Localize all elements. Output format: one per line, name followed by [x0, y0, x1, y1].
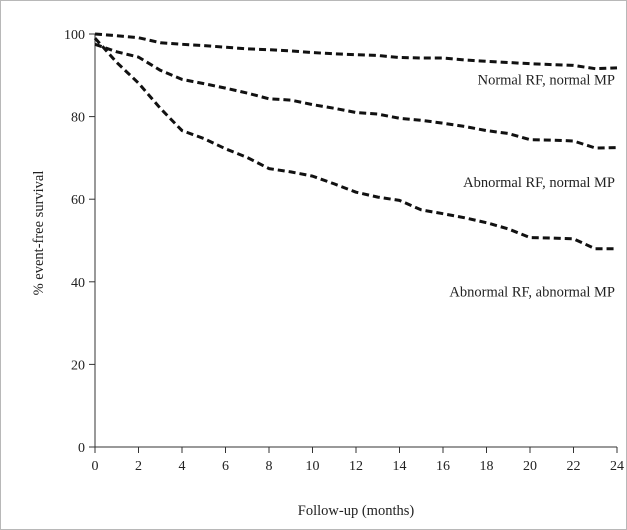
series-line-2: [94, 42, 618, 150]
x-tick-label: 2: [135, 459, 142, 474]
x-tick-label: 12: [349, 459, 363, 474]
x-tick-label: 10: [306, 459, 320, 474]
y-axis-label: % event-free survival: [31, 171, 47, 296]
series-line-1: [94, 32, 618, 71]
series-label-3: Abnormal RF, abnormal MP: [449, 284, 615, 300]
x-tick-label: 24: [610, 459, 624, 474]
x-tick-label: 4: [179, 459, 186, 474]
y-tick-label: 60: [71, 193, 85, 208]
x-tick-label: 8: [266, 459, 273, 474]
x-tick-label: 16: [436, 459, 450, 474]
x-axis-label: Follow-up (months): [298, 503, 415, 519]
series-label-1: Normal RF, normal MP: [478, 72, 615, 88]
series-labels: Normal RF, normal MP Abnormal RF, normal …: [449, 72, 615, 300]
x-tick-label: 22: [567, 459, 581, 474]
series-lines: [93, 32, 618, 251]
y-tick-label: 40: [71, 276, 85, 291]
x-tick-label: 14: [393, 459, 407, 474]
x-tick-label: 20: [523, 459, 537, 474]
series-label-2: Abnormal RF, normal MP: [463, 175, 615, 191]
x-tick-label: 6: [222, 459, 229, 474]
x-tick-label: 18: [480, 459, 494, 474]
y-ticks: 0 20 40 60 80 100: [64, 28, 95, 456]
y-tick-label: 100: [64, 28, 85, 43]
y-tick-label: 20: [71, 358, 85, 373]
x-tick-label: 0: [92, 459, 99, 474]
axes: [94, 34, 617, 448]
y-tick-label: 80: [71, 111, 85, 126]
x-ticks: 0 2 4 6 8 10 12 14 16 18 20 22 24: [92, 447, 624, 474]
series-line-3: [93, 37, 617, 251]
y-tick-label: 0: [78, 441, 85, 456]
